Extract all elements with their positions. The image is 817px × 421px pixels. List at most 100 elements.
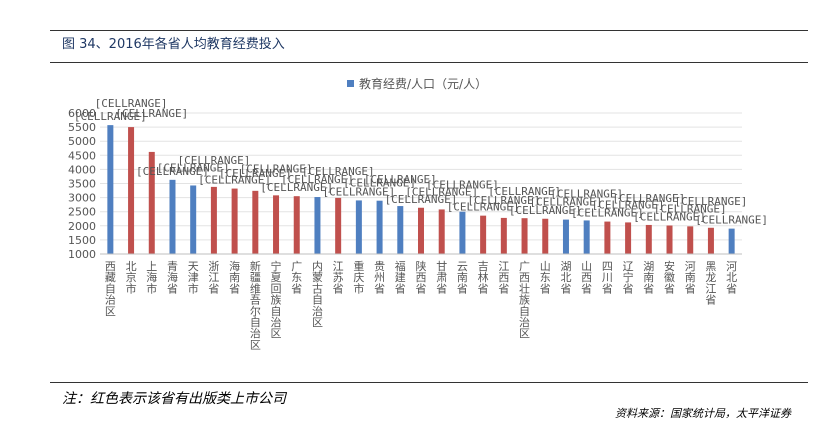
- bar: [625, 222, 632, 254]
- bar: [169, 179, 176, 254]
- title-rule: [50, 62, 808, 63]
- x-axis: 西藏自治区北京市上海市青海省天津市浙江省海南省新疆维吾尔自治区宁夏回族自治区广东…: [100, 253, 742, 351]
- x-tick-label: 广东省: [291, 260, 302, 295]
- x-tick-label: 山东省: [540, 260, 551, 295]
- y-tick-label: 3000: [68, 192, 96, 205]
- x-tick-label: 安徽省: [664, 259, 675, 295]
- data-label: [CELLRANGE]: [509, 204, 582, 217]
- bar: [480, 215, 487, 254]
- bar: [542, 218, 549, 254]
- data-label: [CELLRANGE]: [633, 211, 706, 224]
- data-label: [CELLRANGE]: [675, 195, 748, 208]
- x-tick-label: 湖南省: [643, 260, 654, 295]
- bar: [521, 218, 528, 254]
- bar: [148, 151, 155, 254]
- bar: [438, 209, 445, 254]
- x-tick-label: 内蒙古自治区: [312, 259, 323, 329]
- data-label: [CELLRANGE]: [467, 194, 540, 207]
- figure-title: 图 34、2016年各省人均教育经费投入: [62, 37, 285, 52]
- x-tick-label: 天津市: [188, 260, 199, 295]
- bar: [687, 226, 694, 254]
- data-label: [CELLRANGE]: [260, 181, 333, 194]
- footnote: 注：红色表示该省有出版类上市公司: [62, 391, 286, 407]
- x-tick-label: 浙江省: [208, 260, 219, 295]
- x-tick-label: 福建省: [395, 259, 406, 295]
- data-label: [CELLRANGE]: [281, 173, 354, 186]
- y-tick-label: 6000: [68, 107, 96, 120]
- bar: [293, 196, 300, 254]
- data-label: [CELLRANGE]: [343, 177, 416, 190]
- data-label: [CELLRANGE]: [592, 198, 665, 211]
- bars: [107, 125, 735, 254]
- top-rule: [50, 30, 808, 31]
- x-tick-label: 江苏省: [333, 260, 344, 295]
- x-tick-label: 海南省: [229, 259, 240, 295]
- data-label: [CELLRANGE]: [530, 196, 603, 209]
- data-label: [CELLRANGE]: [488, 185, 561, 198]
- data-label: [CELLRANGE]: [447, 201, 520, 214]
- bar: [273, 195, 280, 254]
- x-tick-label: 重庆市: [353, 259, 364, 295]
- data-label: [CELLRANGE]: [550, 187, 623, 200]
- x-tick-label: 新疆维吾尔自治区: [250, 259, 261, 351]
- data-label: [CELLRANGE]: [654, 202, 727, 215]
- legend-swatch: [347, 80, 354, 87]
- x-tick-label: 北京市: [126, 260, 137, 295]
- x-tick-label: 宁夏回族自治区: [271, 259, 282, 340]
- bar: [376, 200, 383, 254]
- data-label: [CELLRANGE]: [612, 192, 685, 205]
- bar: [500, 217, 507, 254]
- data-label: [CELLRANGE]: [198, 174, 271, 187]
- data-label: [CELLRANGE]: [426, 179, 499, 192]
- data-label: [CELLRANGE]: [695, 214, 768, 227]
- bar: [666, 225, 673, 254]
- x-tick-label: 青海省: [167, 260, 178, 295]
- y-tick-label: 4500: [68, 149, 96, 162]
- bottom-rule: [50, 382, 808, 383]
- bar: [107, 125, 114, 254]
- x-tick-label: 河北省: [726, 260, 737, 295]
- y-tick-label: 5000: [68, 135, 96, 148]
- data-label: [CELLRANGE]: [302, 165, 375, 178]
- y-tick-label: 1000: [68, 248, 96, 261]
- data-label: [CELLRANGE]: [385, 193, 458, 206]
- x-tick-label: 辽宁省: [623, 260, 634, 295]
- bar: [418, 207, 424, 254]
- y-tick-label: 1500: [68, 234, 96, 247]
- x-tick-label: 江西省: [498, 260, 509, 295]
- data-label: [CELLRANGE]: [95, 97, 168, 110]
- data-labels: [CELLRANGE][CELLRANGE][CELLRANGE][CELLRA…: [74, 97, 768, 227]
- data-label: [CELLRANGE]: [136, 165, 209, 178]
- data-label: [CELLRANGE]: [74, 110, 147, 123]
- x-tick-label: 贵州省: [374, 260, 385, 295]
- x-tick-label: 河南省: [685, 260, 696, 295]
- bar: [562, 219, 569, 254]
- data-label: [CELLRANGE]: [405, 185, 478, 198]
- legend-label: 教育经费/人口（元/人）: [359, 76, 487, 91]
- x-tick-label: 甘肃省: [436, 260, 447, 295]
- x-tick-label: 湖北省: [560, 260, 571, 295]
- bar: [314, 197, 321, 254]
- grid-lines: [100, 112, 742, 255]
- bar: [583, 220, 590, 254]
- source-note: 资料来源：国家统计局，太平洋证券: [615, 407, 791, 420]
- data-label: [CELLRANGE]: [322, 185, 395, 198]
- x-tick-label: 四川省: [602, 260, 613, 295]
- bar: [604, 221, 611, 254]
- bar: [707, 227, 714, 254]
- bar: [231, 188, 238, 254]
- bar: [190, 185, 197, 254]
- x-tick-label: 吉林省: [478, 260, 489, 295]
- bar: [355, 200, 362, 254]
- x-tick-label: 山西省: [581, 260, 592, 295]
- x-tick-label: 广西壮族自治区: [519, 260, 530, 340]
- y-tick-label: 5500: [68, 121, 96, 134]
- x-tick-label: 黑龙江省: [705, 260, 716, 307]
- bar: [128, 127, 135, 254]
- data-label: [CELLRANGE]: [364, 173, 437, 186]
- x-tick-label: 上海市: [146, 260, 157, 295]
- bar: [397, 206, 404, 254]
- bar: [728, 228, 735, 254]
- x-tick-label: 西藏自治区: [105, 260, 116, 318]
